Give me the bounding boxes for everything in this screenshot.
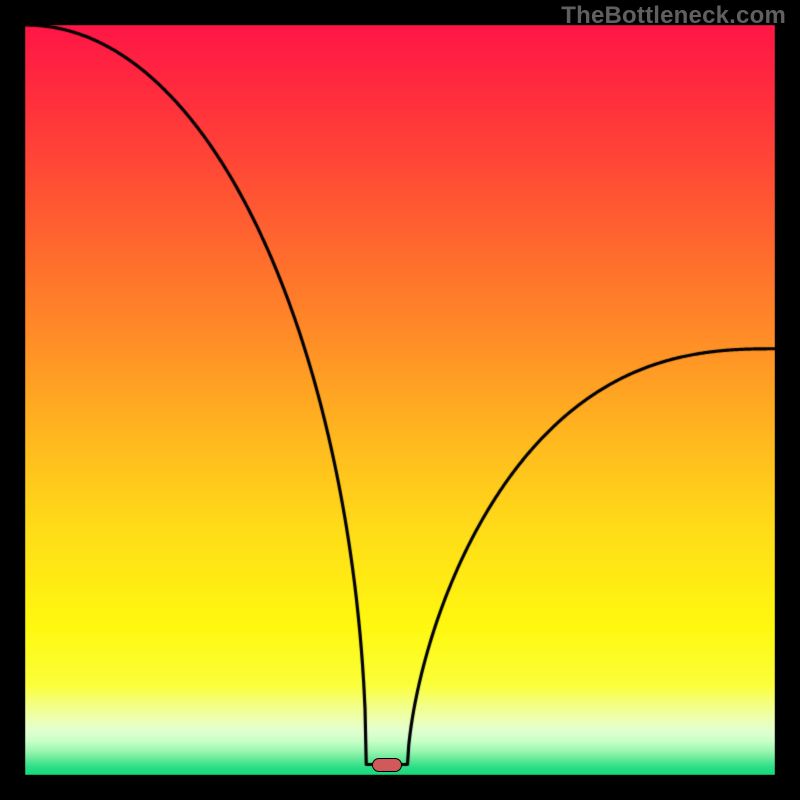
- chart-stage: TheBottleneck.com: [0, 0, 800, 800]
- optimum-marker: [372, 758, 402, 772]
- watermark-text: TheBottleneck.com: [561, 2, 786, 30]
- bottleneck-curve: [0, 0, 800, 800]
